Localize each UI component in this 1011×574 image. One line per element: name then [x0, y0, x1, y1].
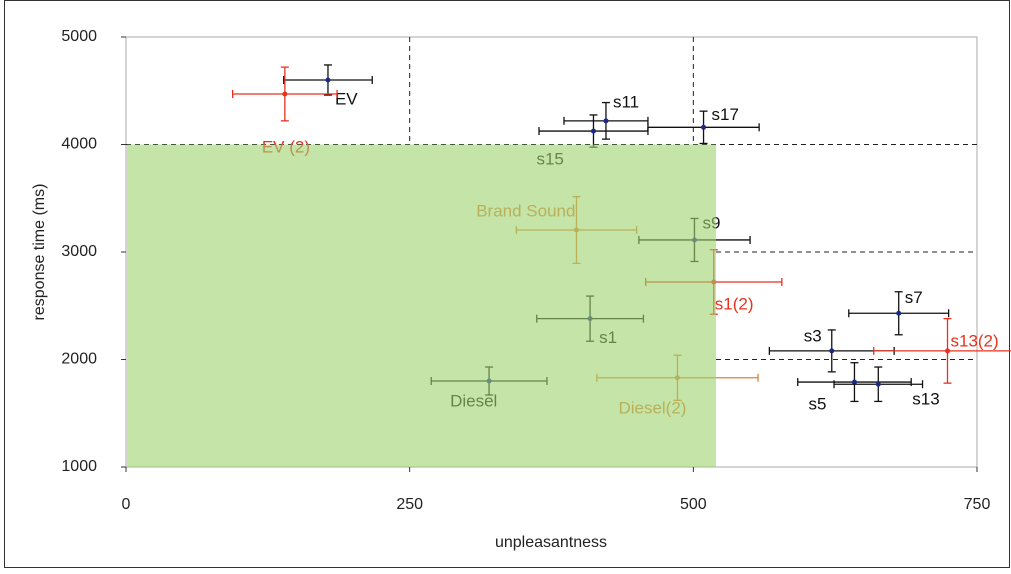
point: [711, 279, 717, 285]
point-label: s1: [599, 328, 617, 347]
point-label: EV: [335, 89, 358, 108]
plot-area: [125, 36, 978, 468]
point: [851, 379, 857, 385]
y-tick-label: 5000: [61, 28, 97, 45]
x-tick-label: 750: [964, 496, 991, 513]
point: [282, 91, 288, 97]
point: [829, 348, 835, 354]
point: [674, 375, 680, 381]
point: [325, 77, 331, 83]
point-label: Diesel: [450, 391, 497, 410]
point-label: s5: [808, 395, 826, 414]
frame: [4, 0, 1010, 568]
y-tick-label: 2000: [61, 351, 97, 368]
point-label: Diesel(2): [618, 398, 686, 417]
point-label: s15: [536, 150, 563, 169]
y-tick-label: 1000: [61, 458, 97, 475]
point: [875, 381, 881, 387]
y-tick-label: 3000: [61, 243, 97, 260]
point: [896, 310, 902, 316]
y-axis-label: response time (ms): [31, 184, 48, 321]
point: [603, 118, 609, 124]
point: [587, 316, 593, 322]
point: [701, 124, 707, 130]
point-label: s17: [712, 105, 739, 124]
point: [573, 227, 579, 233]
x-axis-label: unpleasantness: [495, 534, 607, 551]
point: [944, 348, 950, 354]
point: [486, 378, 492, 384]
point-label: s11: [613, 92, 639, 111]
point-label: s13(2): [950, 331, 998, 350]
point-label: s3: [804, 326, 822, 345]
point-label: s9: [702, 213, 720, 232]
point: [590, 128, 596, 134]
x-tick-label: 500: [680, 496, 707, 513]
x-tick-label: 0: [122, 496, 131, 513]
x-tick-label: 250: [396, 496, 423, 513]
point-label: Brand Sound: [476, 201, 575, 220]
point-label: s7: [905, 288, 923, 307]
point: [691, 237, 697, 243]
point-label: EV (2): [262, 137, 310, 156]
point-label: s13: [912, 390, 939, 409]
point-label: s1(2): [715, 294, 754, 313]
y-tick-label: 4000: [61, 136, 97, 153]
